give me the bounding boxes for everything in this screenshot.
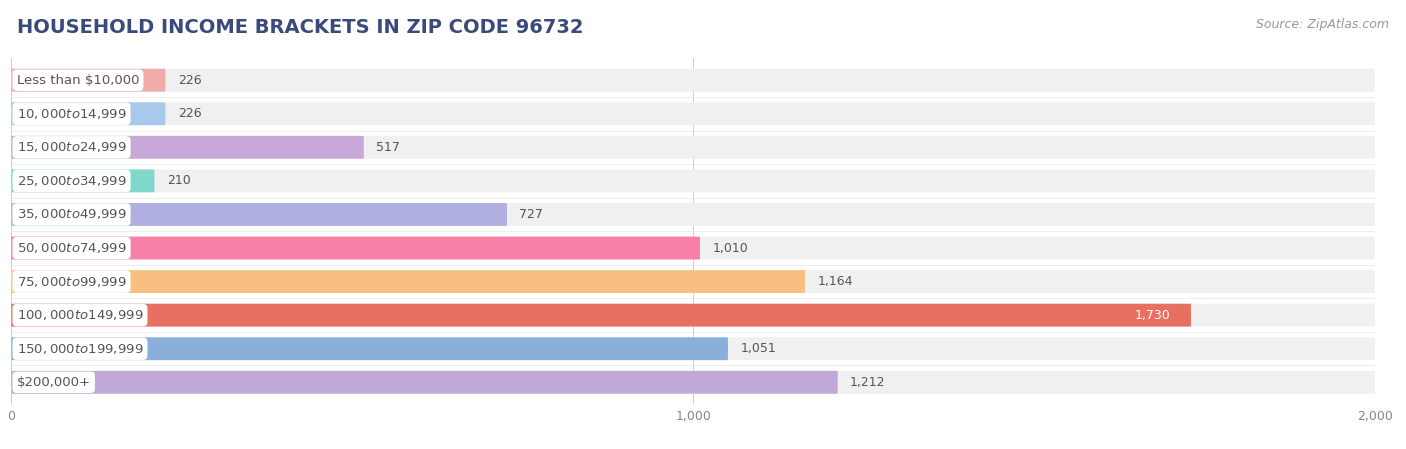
Text: $50,000 to $74,999: $50,000 to $74,999 [17, 241, 127, 255]
Text: 210: 210 [167, 174, 190, 187]
Text: 1,051: 1,051 [740, 342, 776, 355]
FancyBboxPatch shape [11, 102, 1375, 125]
Text: $35,000 to $49,999: $35,000 to $49,999 [17, 207, 127, 221]
Text: 1,010: 1,010 [713, 242, 748, 255]
Text: $10,000 to $14,999: $10,000 to $14,999 [17, 107, 127, 121]
Text: 226: 226 [177, 74, 201, 87]
FancyBboxPatch shape [11, 304, 1191, 326]
Text: 226: 226 [177, 107, 201, 120]
Text: $75,000 to $99,999: $75,000 to $99,999 [17, 275, 127, 289]
Text: $15,000 to $24,999: $15,000 to $24,999 [17, 141, 127, 154]
Text: Source: ZipAtlas.com: Source: ZipAtlas.com [1256, 18, 1389, 31]
FancyBboxPatch shape [11, 270, 1375, 293]
Text: Less than $10,000: Less than $10,000 [17, 74, 139, 87]
Text: 1,164: 1,164 [817, 275, 853, 288]
FancyBboxPatch shape [11, 371, 1375, 394]
FancyBboxPatch shape [11, 136, 364, 159]
FancyBboxPatch shape [11, 371, 838, 394]
Text: $25,000 to $34,999: $25,000 to $34,999 [17, 174, 127, 188]
FancyBboxPatch shape [11, 69, 1375, 92]
FancyBboxPatch shape [11, 304, 1375, 326]
Text: $200,000+: $200,000+ [17, 376, 91, 389]
FancyBboxPatch shape [11, 169, 1375, 192]
FancyBboxPatch shape [11, 136, 1375, 159]
FancyBboxPatch shape [11, 203, 508, 226]
FancyBboxPatch shape [11, 237, 700, 260]
FancyBboxPatch shape [11, 337, 728, 360]
FancyBboxPatch shape [11, 203, 1375, 226]
Text: $150,000 to $199,999: $150,000 to $199,999 [17, 342, 143, 356]
Text: HOUSEHOLD INCOME BRACKETS IN ZIP CODE 96732: HOUSEHOLD INCOME BRACKETS IN ZIP CODE 96… [17, 18, 583, 37]
FancyBboxPatch shape [11, 270, 806, 293]
FancyBboxPatch shape [11, 102, 166, 125]
Text: 1,730: 1,730 [1135, 308, 1171, 321]
Text: 517: 517 [375, 141, 399, 154]
FancyBboxPatch shape [11, 69, 166, 92]
Text: 727: 727 [519, 208, 543, 221]
Text: 1,212: 1,212 [851, 376, 886, 389]
FancyBboxPatch shape [11, 337, 1375, 360]
FancyBboxPatch shape [11, 169, 155, 192]
FancyBboxPatch shape [11, 237, 1375, 260]
Text: $100,000 to $149,999: $100,000 to $149,999 [17, 308, 143, 322]
